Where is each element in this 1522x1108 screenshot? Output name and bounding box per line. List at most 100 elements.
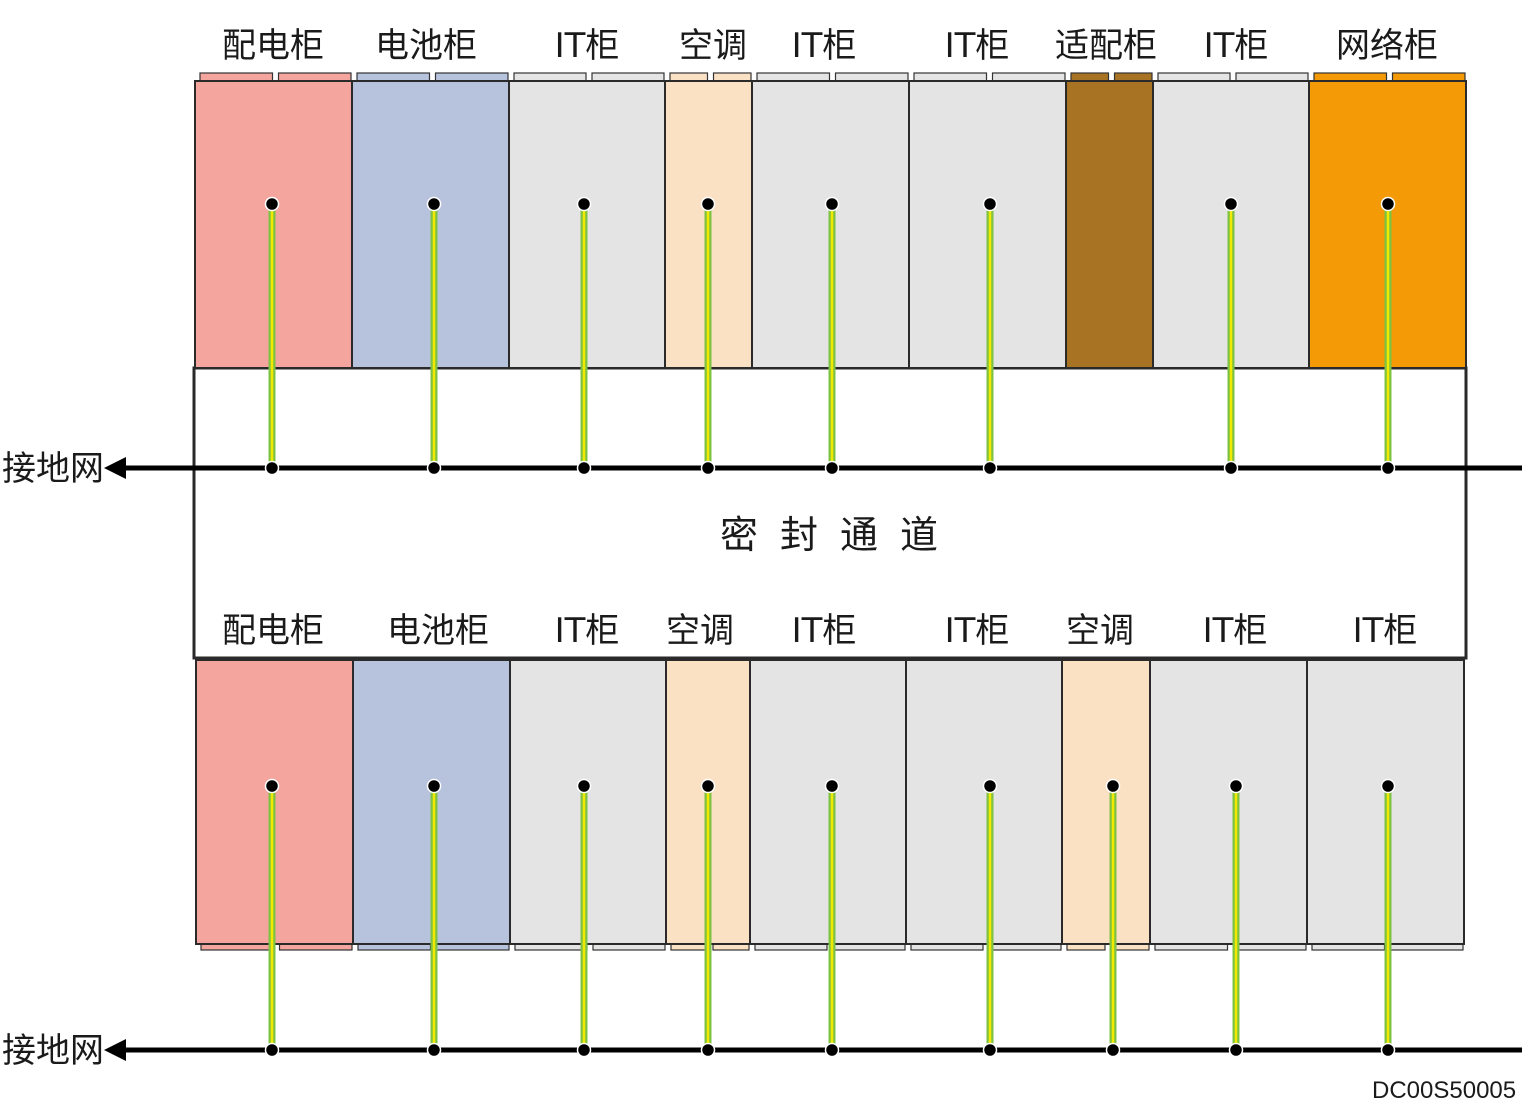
diagram-code: DC00S50005	[1372, 1077, 1516, 1104]
ground-terminal-dot	[982, 778, 998, 794]
cabinet-label: IT柜	[945, 26, 1010, 66]
ground-cable	[700, 196, 716, 476]
bottom-cabinet-1: 配电柜	[195, 611, 354, 951]
cabinet-label: 电池柜	[375, 26, 477, 66]
bottom-row-cabinets: 配电柜 电池柜 IT柜 空调 IT柜 IT柜 空调 IT柜 IT柜	[195, 611, 1465, 951]
cabinet-body	[1149, 659, 1308, 945]
ground-cable	[1228, 778, 1244, 1058]
cabinet-label: IT柜	[1353, 611, 1418, 651]
cabinet-label: 适配柜	[1055, 26, 1157, 66]
ground-terminal-dot	[982, 196, 998, 212]
cabinet-strip	[1157, 72, 1231, 82]
cabinet-label: IT柜	[945, 611, 1010, 651]
cabinet-strip	[434, 72, 509, 82]
ground-bus-junction-dot	[1223, 460, 1239, 476]
ground-terminal-dot	[576, 196, 592, 212]
ground-bus-junction-dot	[426, 460, 442, 476]
ground-cable	[1380, 778, 1396, 1058]
cabinet-label: 网络柜	[1336, 26, 1438, 66]
cabinet-strip	[1070, 72, 1110, 82]
ground-bus-junction-dot	[576, 1042, 592, 1058]
cabinet-label: IT柜	[1203, 611, 1268, 651]
ground-cable	[426, 196, 442, 476]
cabinet-label: 空调	[679, 26, 747, 66]
cabinet-strip	[356, 72, 431, 82]
cabinet-strip	[756, 72, 831, 82]
ground-cable	[1380, 196, 1396, 476]
ground-bus-junction-dot	[1380, 460, 1396, 476]
bottom-cabinet-7: 空调	[1061, 611, 1151, 951]
top-ground-label: 接地网	[2, 449, 104, 489]
cabinet-label: 电池柜	[387, 611, 489, 651]
ground-terminal-dot	[426, 196, 442, 212]
ground-terminal-dot	[824, 778, 840, 794]
ground-bus-junction-dot	[576, 460, 592, 476]
bottom-ground-arrow-icon	[104, 1039, 126, 1061]
ground-cable	[824, 196, 840, 476]
ground-bus-junction-dot	[1228, 1042, 1244, 1058]
bottom-cabinet-5: IT柜	[749, 611, 907, 951]
ground-cable	[264, 196, 280, 476]
bottom-cabinet-3: IT柜	[509, 611, 667, 951]
cabinet-label: IT柜	[555, 26, 620, 66]
cabinet-strip	[913, 72, 988, 82]
ground-terminal-dot	[1380, 778, 1396, 794]
ground-bus-junction-dot	[700, 1042, 716, 1058]
cabinet-strip	[712, 72, 752, 82]
bottom-cabinet-6: IT柜	[905, 611, 1063, 951]
ground-bus-junction-dot	[982, 1042, 998, 1058]
ground-bus-junction-dot	[700, 460, 716, 476]
ground-terminal-dot	[700, 778, 716, 794]
cabinet-body	[1061, 659, 1151, 945]
cabinet-body	[749, 659, 907, 945]
cabinet-body	[509, 659, 667, 945]
cabinet-strip	[1235, 72, 1309, 82]
cabinet-strip	[1113, 72, 1153, 82]
cabinet-strip	[591, 72, 665, 82]
ground-terminal-dot	[1380, 196, 1396, 212]
ground-terminal-dot	[426, 778, 442, 794]
top-cabinet-7: 适配柜	[1055, 26, 1157, 369]
bottom-ground-label: 接地网	[2, 1031, 104, 1071]
ground-terminal-dot	[1223, 196, 1239, 212]
ground-terminal-dot	[576, 778, 592, 794]
ground-terminal-dot	[1105, 778, 1121, 794]
cabinet-label: IT柜	[792, 26, 857, 66]
cabinet-strip	[991, 72, 1066, 82]
ground-cable	[576, 778, 592, 1058]
cabinet-label: IT柜	[555, 611, 620, 651]
cabinet-strip	[277, 72, 352, 82]
ground-cable	[824, 778, 840, 1058]
ground-cable	[1105, 778, 1121, 1058]
ground-cable	[264, 778, 280, 1058]
cabinet-strip	[513, 72, 587, 82]
ground-terminal-dot	[264, 778, 280, 794]
top-ground-cables	[264, 196, 1396, 476]
ground-bus-junction-dot	[824, 1042, 840, 1058]
cabinet-strip	[199, 72, 274, 82]
ground-terminal-dot	[264, 196, 280, 212]
cabinet-body	[1065, 80, 1154, 369]
top-ground-arrow-icon	[104, 457, 126, 479]
ground-bus-junction-dot	[982, 460, 998, 476]
cabinet-strip	[1391, 72, 1466, 82]
ground-terminal-dot	[824, 196, 840, 212]
cabinet-label: 配电柜	[222, 26, 324, 66]
ground-cable	[1223, 196, 1239, 476]
ground-bus-junction-dot	[1105, 1042, 1121, 1058]
cabinet-label: 配电柜	[222, 611, 324, 651]
bottom-cabinet-8: IT柜	[1149, 611, 1308, 951]
ground-terminal-dot	[1228, 778, 1244, 794]
cabinet-strip	[669, 72, 709, 82]
ground-terminal-dot	[700, 196, 716, 212]
ground-cable	[982, 778, 998, 1058]
cabinet-label: 空调	[1066, 611, 1134, 651]
ground-bus-junction-dot	[426, 1042, 442, 1058]
cabinet-strip	[834, 72, 909, 82]
ground-bus-junction-dot	[824, 460, 840, 476]
ground-cable	[576, 196, 592, 476]
ground-bus-junction-dot	[264, 1042, 280, 1058]
cabinet-body	[905, 659, 1063, 945]
ground-cable	[982, 196, 998, 476]
